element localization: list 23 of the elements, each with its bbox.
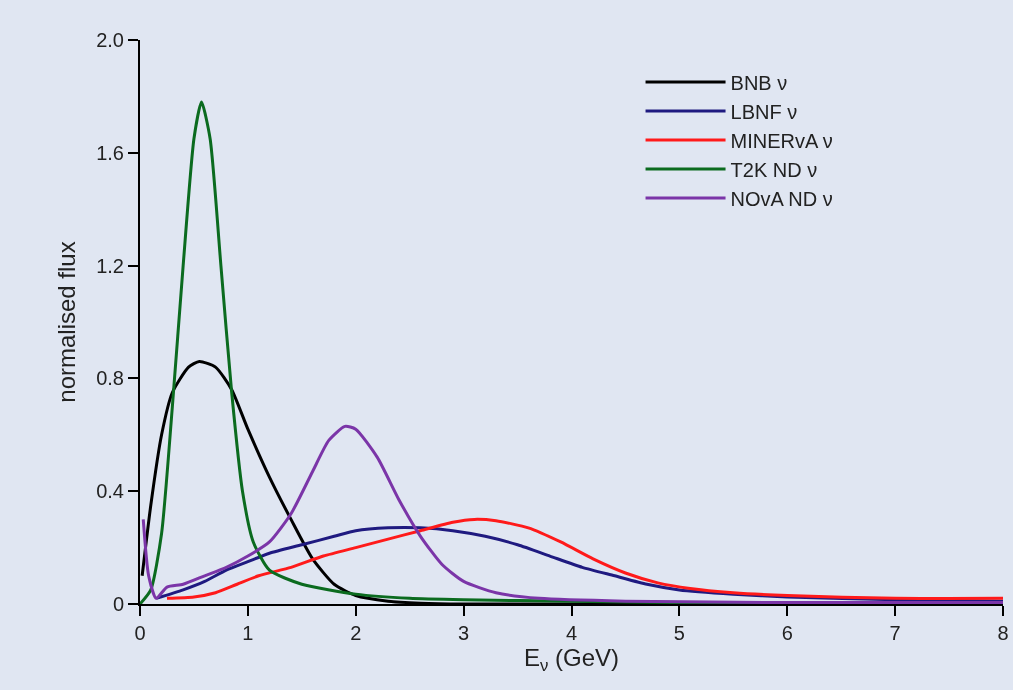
legend-label: BNB ν <box>730 71 788 94</box>
x-axis-title: E$_{ν}$ (GeV) <box>523 644 620 676</box>
x-tick-label: 1 <box>242 622 254 644</box>
y-axis-title: normalised flux <box>52 241 80 403</box>
y-tick-label: 2.0 <box>96 29 124 51</box>
y-tick-label: 0 <box>112 593 124 615</box>
x-tick-label: 5 <box>673 622 685 644</box>
y-tick-label: 1.6 <box>96 141 124 164</box>
x-tick-label: 2 <box>350 622 362 644</box>
y-tick-label: 0.8 <box>96 367 124 390</box>
x-tick-label: 3 <box>458 622 470 644</box>
x-tick-label: 8 <box>997 622 1009 644</box>
x-tick-label: 0 <box>134 622 146 644</box>
legend-label: NOvA ND ν <box>730 187 833 210</box>
x-tick-label: 4 <box>565 622 578 644</box>
legend-label: MINERvA ν <box>730 129 833 152</box>
x-tick-label: 7 <box>889 622 901 644</box>
legend-label: T2K ND ν <box>730 158 818 181</box>
y-tick-label: 1.2 <box>96 254 124 277</box>
legend-label: LBNF ν <box>730 100 798 123</box>
y-tick-label: 0.4 <box>96 480 124 503</box>
line-series <box>141 424 1003 604</box>
x-tick-label: 6 <box>781 622 793 644</box>
